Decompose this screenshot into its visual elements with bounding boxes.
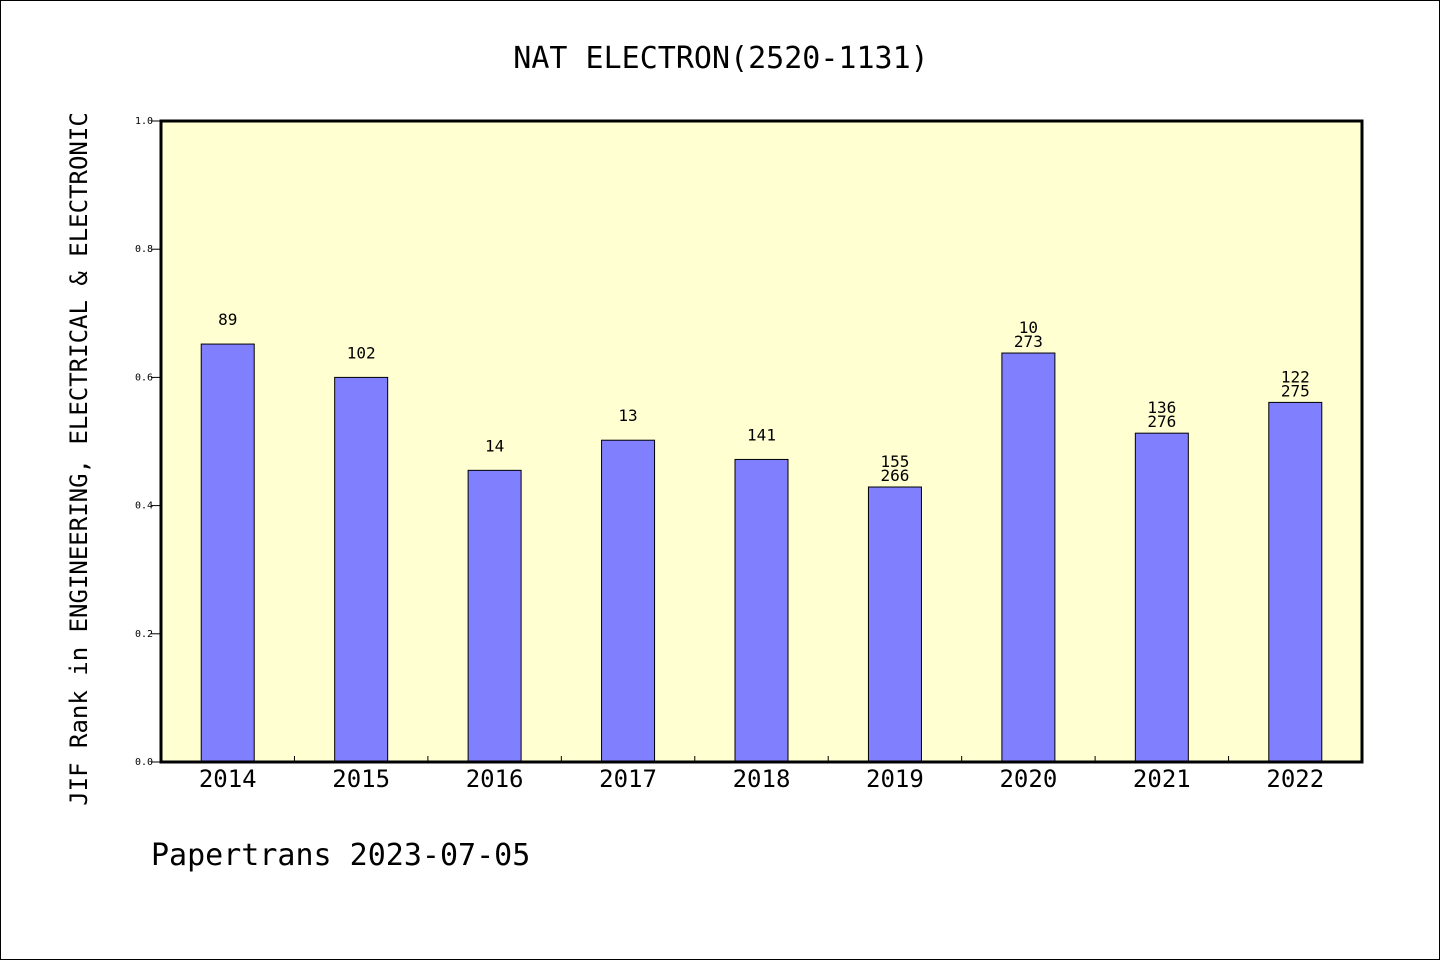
footer-text: Papertrans 2023-07-05 [151, 838, 530, 873]
x-tick-label: 2018 [733, 765, 791, 793]
x-tick-label: 2019 [866, 765, 924, 793]
bar-label: 275 [1281, 381, 1310, 400]
bar-label: 136 [1147, 398, 1176, 417]
chart-title: NAT ELECTRON(2520-1131) [513, 41, 928, 76]
y-axis-label: JIF Rank in ENGINEERING, ELECTRICAL & EL… [65, 112, 93, 806]
x-axis-ticks: 2014 2015 2016 2017 2018 2019 2020 2021 2022 [199, 756, 1324, 793]
bar-2016 [467, 469, 522, 763]
y-tick-label: 0.4 [135, 501, 153, 512]
x-tick-label: 2022 [1266, 765, 1324, 793]
bar-label: 276 [1147, 412, 1176, 431]
x-tick-label: 2014 [199, 765, 257, 793]
y-tick-label: 0.6 [135, 372, 153, 383]
y-tick-label: 0.8 [135, 244, 153, 255]
bar-label: 122 [1281, 367, 1310, 386]
bar-label: 102 [347, 343, 376, 362]
bar-label: 14 [485, 436, 504, 455]
x-tick-label: 2016 [466, 765, 524, 793]
x-tick-label: 2021 [1133, 765, 1191, 793]
bar-2018 [734, 458, 789, 763]
bar-label: 89 [218, 310, 237, 329]
x-tick-label: 2020 [999, 765, 1057, 793]
bar-2015 [334, 376, 389, 763]
bar-2014 [200, 343, 255, 763]
bar-label: 273 [1014, 332, 1043, 351]
bar-label: 155 [880, 452, 909, 471]
bar-label: 10 [1019, 318, 1038, 337]
y-tick-label: 1.0 [135, 116, 153, 127]
bar-2019 [867, 486, 922, 763]
x-tick-label: 2017 [599, 765, 657, 793]
y-tick-label: 0.0 [135, 757, 153, 768]
bar-2021 [1134, 432, 1189, 763]
bar-2017 [601, 439, 656, 763]
y-axis-ticks: 0.0 0.2 0.4 0.6 0.8 1.0 [135, 116, 161, 768]
bar-label: 141 [747, 425, 776, 444]
bar-2022 [1268, 401, 1323, 763]
x-tick-label: 2015 [332, 765, 390, 793]
bar-label: 13 [618, 406, 637, 425]
y-tick-label: 0.2 [135, 629, 153, 640]
plot-border [159, 119, 1364, 764]
bar-2020 [1001, 352, 1056, 763]
bar-label: 266 [880, 466, 909, 485]
